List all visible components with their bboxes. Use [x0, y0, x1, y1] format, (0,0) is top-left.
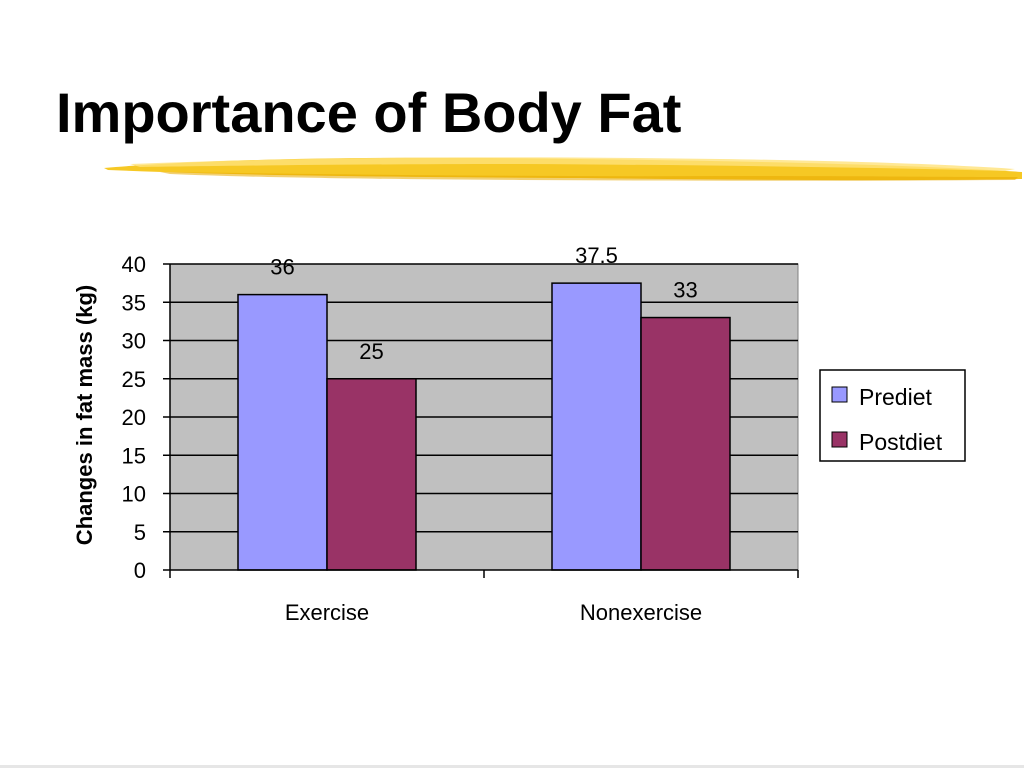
legend-swatch-prediet	[831, 386, 848, 403]
axes	[163, 263, 799, 578]
y-tick-label: 20	[122, 405, 146, 430]
title-underline-brush	[104, 157, 1022, 181]
data-label: 37.5	[575, 243, 618, 268]
legend-label-prediet: Prediet	[859, 384, 932, 410]
bar-nonexercise-prediet	[551, 282, 642, 571]
data-label: 33	[673, 278, 697, 303]
y-tick-label: 25	[122, 367, 146, 392]
slide-title: Importance of Body Fat	[56, 81, 682, 144]
y-tick-label: 15	[122, 443, 146, 468]
brush-stroke-highlight	[130, 157, 1015, 171]
y-tick-label: 0	[134, 558, 146, 583]
y-axis-label: Changes in fat mass (kg)	[72, 285, 97, 545]
legend: Prediet Postdiet	[819, 369, 966, 462]
footer-divider	[0, 765, 1024, 768]
y-tick-label: 10	[122, 482, 146, 507]
y-tick-label: 35	[122, 290, 146, 315]
data-label: 36	[270, 255, 294, 280]
bar-nonexercise-postdiet	[640, 316, 731, 571]
y-tick-label: 5	[134, 520, 146, 545]
bars	[237, 282, 731, 571]
brush-stroke-shadow	[160, 172, 1018, 181]
x-category-label: Nonexercise	[580, 600, 702, 625]
data-labels: 36 25 37.5 33	[270, 243, 697, 364]
legend-label-postdiet: Postdiet	[859, 429, 943, 455]
y-tick-label: 30	[122, 329, 146, 354]
tick-labels: 0 5 10 15 20 25 30 35 40 Exercise Nonexercise	[122, 252, 703, 625]
bar-exercise-prediet	[237, 293, 328, 571]
data-label: 25	[359, 339, 383, 364]
y-tick-label: 40	[122, 252, 146, 277]
x-category-label: Exercise	[285, 600, 369, 625]
legend-swatch-postdiet	[831, 431, 848, 448]
bar-exercise-postdiet	[326, 378, 417, 571]
